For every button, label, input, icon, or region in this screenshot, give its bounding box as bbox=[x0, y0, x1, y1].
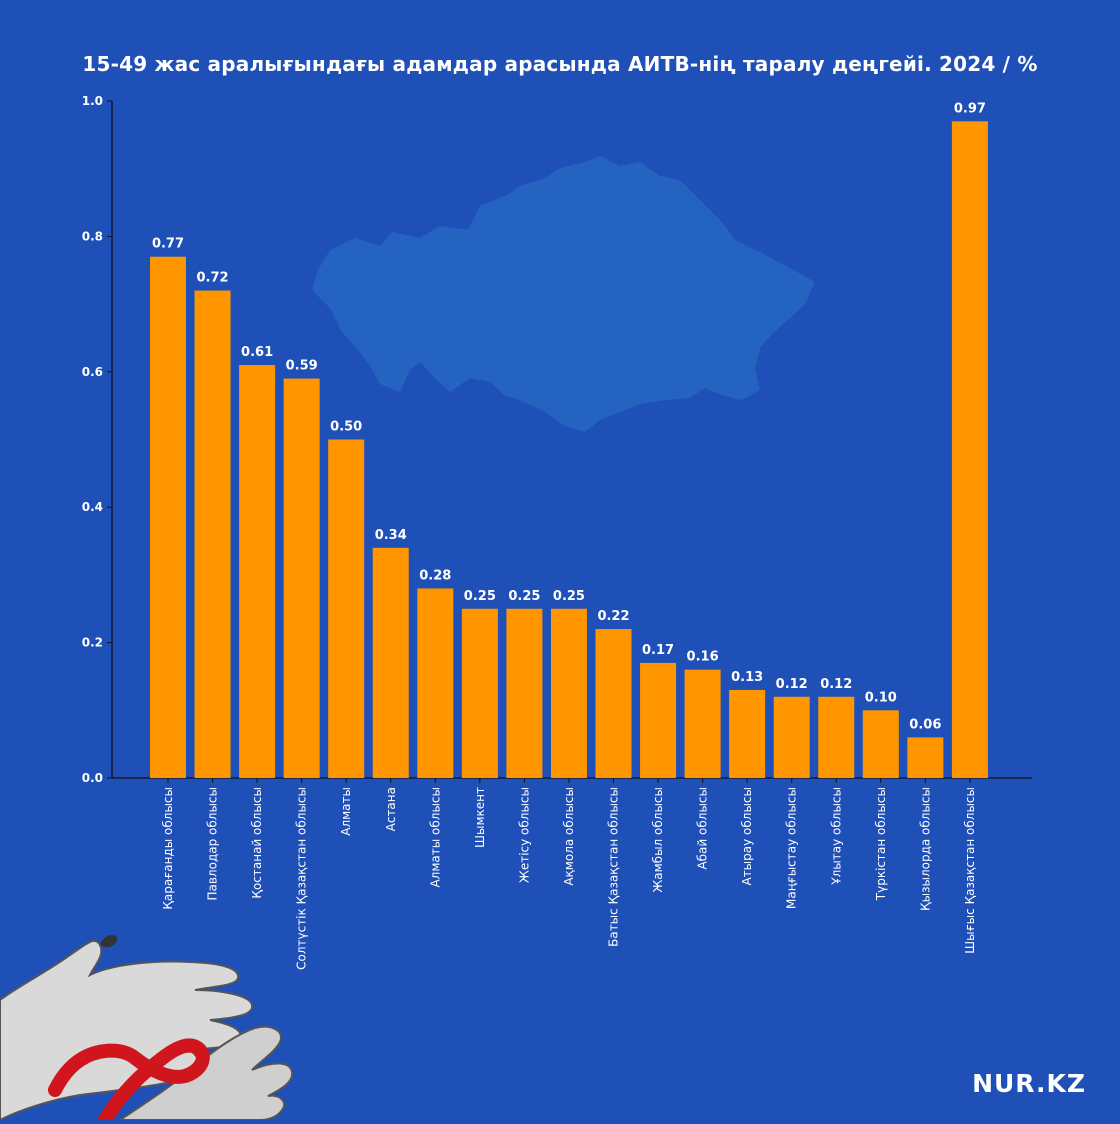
bar bbox=[862, 710, 899, 778]
bar bbox=[239, 365, 276, 778]
x-tick-label: Абай облысы bbox=[696, 787, 710, 870]
bar bbox=[907, 737, 944, 778]
chart-bars: 0.77 0.72 0.61 0.59 0.50 0.34 0.28 0.25 0.25 0.25… bbox=[150, 101, 988, 779]
bar bbox=[818, 696, 855, 778]
x-tick-label: Ақмола облысы bbox=[562, 787, 576, 886]
bar-value-label: 0.25 bbox=[553, 589, 585, 604]
bar bbox=[150, 256, 186, 779]
bar-value-label: 0.59 bbox=[286, 359, 318, 374]
brand-logo: NUR.KZ bbox=[972, 1069, 1086, 1098]
bar-value-label: 0.25 bbox=[464, 589, 496, 604]
x-tick-label: Қостанай облысы bbox=[250, 787, 264, 899]
y-tick-label: 0.8 bbox=[82, 229, 103, 243]
x-tick-label: Шымкент bbox=[473, 787, 487, 848]
y-tick-label: 1.0 bbox=[82, 94, 103, 108]
nail-icon bbox=[100, 935, 118, 948]
bar-value-label: 0.72 bbox=[197, 271, 229, 286]
bar-value-label: 0.97 bbox=[954, 101, 986, 116]
x-tick-label: Алматы bbox=[339, 787, 353, 836]
y-tick-label: 0.4 bbox=[82, 500, 103, 514]
x-tick-label: Маңғыстау облысы bbox=[785, 787, 799, 909]
bar bbox=[372, 547, 409, 778]
x-tick-label: Жамбыл облысы bbox=[651, 787, 665, 893]
bar bbox=[328, 439, 365, 778]
bar-value-label: 0.77 bbox=[152, 237, 184, 252]
chart-title: 15-49 жас аралығындағы адамдар арасында … bbox=[82, 52, 1038, 76]
x-tick-label: Қарағанды облысы bbox=[161, 787, 175, 910]
x-tick-label: Жетісу облысы bbox=[517, 787, 531, 883]
x-tick-label: Алматы облысы bbox=[428, 787, 442, 888]
x-tick-label: Батыс Қазақстан облысы bbox=[607, 787, 621, 947]
kazakhstan-map-shape bbox=[312, 156, 815, 432]
bar-value-label: 0.28 bbox=[419, 568, 451, 583]
bar bbox=[461, 608, 498, 778]
bar-value-label: 0.50 bbox=[330, 420, 362, 435]
bar bbox=[417, 588, 454, 778]
bar-value-label: 0.16 bbox=[687, 650, 719, 665]
bar-value-label: 0.12 bbox=[820, 677, 852, 692]
y-tick-label: 0.2 bbox=[82, 636, 103, 650]
y-tick-label: 0.0 bbox=[82, 771, 103, 785]
chart-axes: 0.0 0.2 0.4 0.6 0.8 1.0 Қарағанды облысы Павлод… bbox=[82, 94, 1032, 970]
x-tick-label: Павлодар облысы bbox=[206, 787, 220, 901]
bar-value-label: 0.13 bbox=[731, 670, 763, 685]
bar bbox=[595, 629, 632, 778]
x-tick-label: Түркістан облысы bbox=[874, 787, 888, 901]
x-tick-label: Ұлытау облысы bbox=[829, 787, 843, 886]
bar bbox=[283, 378, 320, 778]
bar bbox=[684, 669, 721, 778]
bar bbox=[951, 121, 988, 778]
bar bbox=[640, 662, 677, 778]
bar-value-label: 0.25 bbox=[508, 589, 540, 604]
hands-ribbon-illustration bbox=[0, 935, 294, 1124]
bar-value-label: 0.22 bbox=[597, 609, 629, 624]
bar bbox=[550, 608, 587, 778]
x-tick-label: Қызылорда облысы bbox=[918, 787, 932, 911]
bar-value-label: 0.34 bbox=[375, 528, 407, 543]
x-tick-label: Солтүстік Қазақстан облысы bbox=[295, 787, 309, 970]
x-tick-label: Шығыс Қазақстан облысы bbox=[963, 787, 977, 954]
bar-value-label: 0.61 bbox=[241, 345, 273, 360]
x-tick-label: Астана bbox=[384, 787, 398, 831]
bar-value-label: 0.10 bbox=[865, 690, 897, 705]
red-ribbon-icon bbox=[48, 1038, 210, 1124]
bar-value-label: 0.12 bbox=[776, 677, 808, 692]
bar-value-label: 0.06 bbox=[909, 717, 941, 732]
bar bbox=[773, 696, 810, 778]
bar bbox=[729, 689, 766, 778]
bar bbox=[194, 290, 231, 778]
y-tick-label: 0.6 bbox=[82, 365, 103, 379]
bar-value-label: 0.17 bbox=[642, 643, 674, 658]
x-tick-label: Атырау облысы bbox=[740, 787, 754, 886]
bar bbox=[506, 608, 543, 778]
